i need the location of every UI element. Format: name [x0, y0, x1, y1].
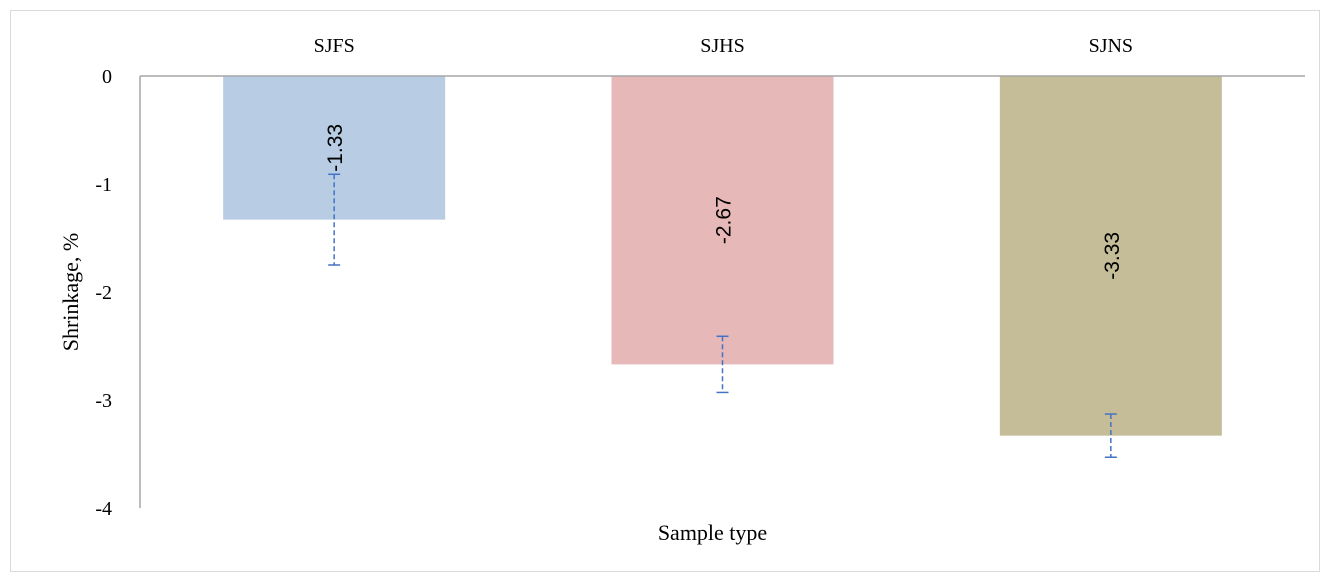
category-label: SJHS: [700, 35, 744, 57]
y-axis-title: Shrinkage, %: [58, 233, 83, 352]
bar: [223, 76, 446, 220]
data-label: -1.33: [324, 124, 347, 172]
bar: [611, 76, 834, 365]
x-axis-title: Sample type: [658, 520, 767, 545]
data-label: -3.33: [1101, 232, 1124, 280]
y-tick-labels: 0 -1 -2 -3 -4: [95, 66, 112, 520]
y-tick-label: -2: [95, 282, 112, 304]
error-bar: [328, 173, 341, 266]
error-bars-group: [328, 173, 1117, 458]
category-label: SJFS: [314, 35, 355, 57]
bar: [999, 76, 1222, 436]
y-tick-label: 0: [102, 66, 112, 88]
category-labels: SJFS SJHS SJNS: [314, 35, 1133, 57]
y-tick-label: -1: [95, 174, 112, 196]
error-bar: [716, 335, 729, 394]
bars-group: [223, 76, 1222, 436]
data-label: -2.67: [713, 196, 736, 244]
error-bar: [1104, 413, 1117, 458]
y-tick-label: -3: [95, 390, 112, 412]
data-labels: -1.33 -2.67 -3.33: [324, 124, 1124, 280]
y-tick-label: -4: [95, 498, 112, 520]
axes-group: [139, 75, 1305, 508]
category-label: SJNS: [1089, 35, 1133, 57]
